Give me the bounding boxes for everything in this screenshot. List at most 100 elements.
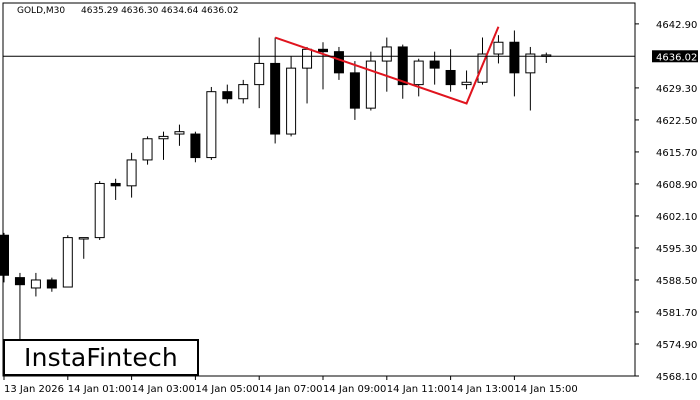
candle-body xyxy=(286,67,297,135)
candle xyxy=(142,136,153,165)
candle xyxy=(254,37,265,109)
candle xyxy=(94,181,105,240)
x-axis: 13 Jan 2026 14 Jan 01:00 14 Jan 03:00 14 Ja… xyxy=(3,376,578,395)
candle-body xyxy=(397,46,408,86)
current-price-tag xyxy=(652,50,698,63)
candle xyxy=(126,152,137,198)
candle-body xyxy=(270,62,281,135)
candle xyxy=(190,131,201,163)
candle-body xyxy=(126,159,137,187)
y-tick-label: 4615.70 xyxy=(656,148,697,159)
candle-body xyxy=(493,41,504,55)
candle xyxy=(413,58,424,97)
x-tick-label: 14 Jan 07:00 xyxy=(259,384,322,395)
candle-body xyxy=(46,279,57,289)
candle xyxy=(461,70,472,90)
candle xyxy=(110,178,121,200)
candle xyxy=(174,124,185,146)
candle-body xyxy=(349,72,360,109)
price-layer: 4636.02 xyxy=(3,50,698,63)
candle-body xyxy=(333,51,344,74)
candle-body xyxy=(318,48,328,53)
candle xyxy=(206,86,217,160)
candle-body xyxy=(78,237,89,240)
candle-body xyxy=(445,69,456,86)
y-tick-label: 4629.30 xyxy=(656,84,697,95)
candle-body xyxy=(142,138,153,161)
candle-body xyxy=(158,135,169,140)
y-tick-label: 4568.10 xyxy=(656,372,697,383)
y-tick-label: 4588.50 xyxy=(656,276,697,287)
candle-body xyxy=(110,182,121,187)
x-tick-label: 14 Jan 05:00 xyxy=(195,384,258,395)
y-tick-label: 4608.90 xyxy=(656,180,697,191)
candle-body xyxy=(62,237,73,288)
x-tick-label: 14 Jan 01:00 xyxy=(68,384,131,395)
x-tick-label: 13 Jan 2026 xyxy=(4,384,64,395)
y-tick-label: 4642.90 xyxy=(656,20,697,31)
candle xyxy=(509,30,520,97)
candle-body xyxy=(94,182,105,239)
candle-body xyxy=(238,84,249,100)
candle xyxy=(318,42,328,90)
candles-layer xyxy=(0,30,552,344)
candle-body xyxy=(30,279,41,289)
candle-body xyxy=(429,60,440,69)
candle xyxy=(365,51,376,111)
candle-body xyxy=(0,234,9,276)
candle-body xyxy=(381,46,392,62)
candle xyxy=(30,272,41,297)
candle xyxy=(62,235,73,288)
x-tick-label: 14 Jan 11:00 xyxy=(387,384,450,395)
y-tick-label: 4622.50 xyxy=(656,116,697,127)
candle xyxy=(349,61,360,120)
candle-body xyxy=(365,60,376,109)
candle-body xyxy=(302,48,313,69)
x-tick-label: 14 Jan 09:00 xyxy=(323,384,386,395)
candle xyxy=(477,37,488,85)
candle-body xyxy=(413,60,424,86)
candle xyxy=(381,37,392,92)
x-tick-label: 14 Jan 13:00 xyxy=(451,384,514,395)
candle xyxy=(525,46,536,111)
symbol-label: GOLD,M30 xyxy=(17,6,65,16)
candle-body xyxy=(190,133,201,159)
y-tick-label: 4595.30 xyxy=(656,244,697,255)
candle xyxy=(286,56,297,137)
candle-body xyxy=(14,277,25,286)
brand-logo: InstaFintech xyxy=(3,339,199,376)
candle xyxy=(158,131,169,160)
candle-body xyxy=(254,62,265,86)
candle xyxy=(238,79,249,104)
candle xyxy=(0,232,9,283)
candle xyxy=(270,37,281,144)
candle-body xyxy=(206,91,217,159)
x-tick-label: 14 Jan 15:00 xyxy=(514,384,577,395)
pattern-line xyxy=(274,26,500,105)
pattern-layer xyxy=(274,26,500,105)
candle-body xyxy=(461,81,472,86)
candle-body xyxy=(174,131,185,135)
candle xyxy=(333,46,344,80)
y-axis: 4642.90 4629.30 4622.50 4615.70 4608.90 4602.… xyxy=(635,20,697,383)
candle xyxy=(397,44,408,99)
logo-text: InstaFintech xyxy=(24,343,178,372)
candle-body xyxy=(525,53,536,74)
candle xyxy=(14,272,25,344)
candle xyxy=(222,84,233,104)
ohlc-readout: 4635.29 4636.30 4634.64 4636.02 xyxy=(81,6,238,16)
current-price-label: 4636.02 xyxy=(656,52,697,63)
candle-body xyxy=(509,41,520,74)
x-tick-label: 14 Jan 03:00 xyxy=(132,384,195,395)
y-tick-label: 4581.70 xyxy=(656,308,697,319)
candle xyxy=(78,237,89,259)
candle-body xyxy=(477,53,488,83)
candle xyxy=(46,277,57,292)
candle xyxy=(429,51,440,85)
candle-body xyxy=(222,91,233,100)
y-tick-label: 4574.90 xyxy=(656,340,697,351)
candle xyxy=(493,35,504,64)
y-tick-label: 4602.10 xyxy=(656,212,697,223)
